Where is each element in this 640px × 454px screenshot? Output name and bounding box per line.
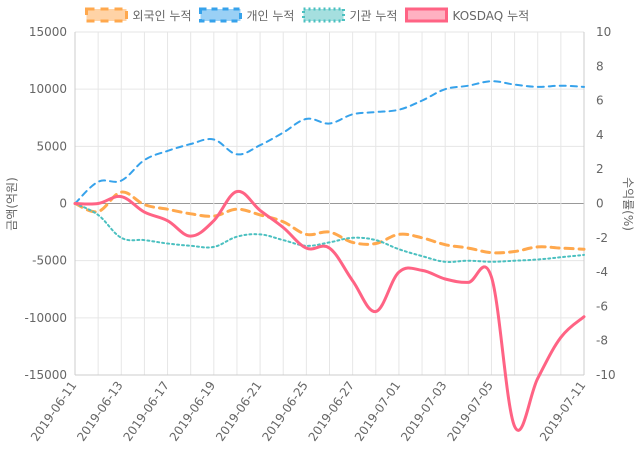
x-tick-label: 2019-06-19 <box>167 379 218 444</box>
y-right-tick-label: -4 <box>596 265 608 279</box>
legend-item[interactable]: 외국인 누적 <box>85 7 192 23</box>
series-line-2 <box>74 202 585 263</box>
x-tick-label: 2019-07-05 <box>444 379 495 444</box>
legend-swatch <box>405 7 448 23</box>
y-left-tick-label: -5000 <box>32 254 67 268</box>
legend-item[interactable]: KOSDAQ 누적 <box>405 7 530 23</box>
legend: 외국인 누적 개인 누적 기관 누적 KOSDAQ 누적 <box>85 7 530 23</box>
x-tick-label: 2019-07-01 <box>352 379 403 444</box>
y-right-tick-label: -8 <box>596 334 608 348</box>
x-tick-label: 2019-06-17 <box>121 379 172 444</box>
x-tick-label: 2019-07-03 <box>398 379 449 444</box>
x-tick-label: 2019-06-11 <box>28 379 79 444</box>
y-axis-left-label: 금액(억원) <box>5 177 19 231</box>
legend-item[interactable]: 개인 누적 <box>199 7 295 23</box>
series-line-1 <box>74 80 585 205</box>
legend-swatch <box>85 7 128 23</box>
x-tick-label: 2019-06-27 <box>306 379 357 444</box>
x-tick-label: 2019-07-11 <box>537 379 588 444</box>
y-right-tick-label: 0 <box>596 197 604 211</box>
y-left-tick-label: 15000 <box>29 25 67 39</box>
y-right-tick-label: 6 <box>596 94 604 108</box>
x-tick-label: 2019-06-21 <box>213 379 264 444</box>
axes: 15000 10000 5000 0 -5000 -10000 -15000 10 8 6 4 2 0 -… <box>24 25 615 444</box>
x-tick-label: 2019-06-25 <box>259 379 310 444</box>
y-right-tick-label: 10 <box>596 25 611 39</box>
y-left-tick-label: 10000 <box>29 82 67 96</box>
y-left-tick-label: -15000 <box>24 368 67 382</box>
legend-label: 개인 누적 <box>247 9 295 23</box>
legend-swatch <box>302 7 345 23</box>
y-left-tick-label: 0 <box>59 197 67 211</box>
legend-label: 외국인 누적 <box>133 9 192 23</box>
legend-item[interactable]: 기관 누적 <box>302 7 398 23</box>
y-axis-right-label: 수익률(%) <box>621 177 635 231</box>
y-right-tick-label: 2 <box>596 162 604 176</box>
y-right-tick-label: 8 <box>596 59 604 73</box>
y-right-tick-label: -2 <box>596 231 608 245</box>
series-line-0 <box>73 190 586 255</box>
y-right-tick-label: -10 <box>596 368 616 382</box>
legend-swatch <box>199 7 242 23</box>
series <box>73 80 586 432</box>
grid <box>74 31 585 376</box>
legend-label: 기관 누적 <box>350 9 398 23</box>
y-right-tick-label: -6 <box>596 299 608 313</box>
y-left-tick-label: -10000 <box>24 311 67 325</box>
x-tick-label: 2019-06-13 <box>74 379 125 444</box>
y-right-tick-label: 4 <box>596 128 604 142</box>
series-line-3 <box>73 189 586 432</box>
legend-label: KOSDAQ 누적 <box>453 9 530 23</box>
y-left-tick-label: 5000 <box>36 139 67 153</box>
